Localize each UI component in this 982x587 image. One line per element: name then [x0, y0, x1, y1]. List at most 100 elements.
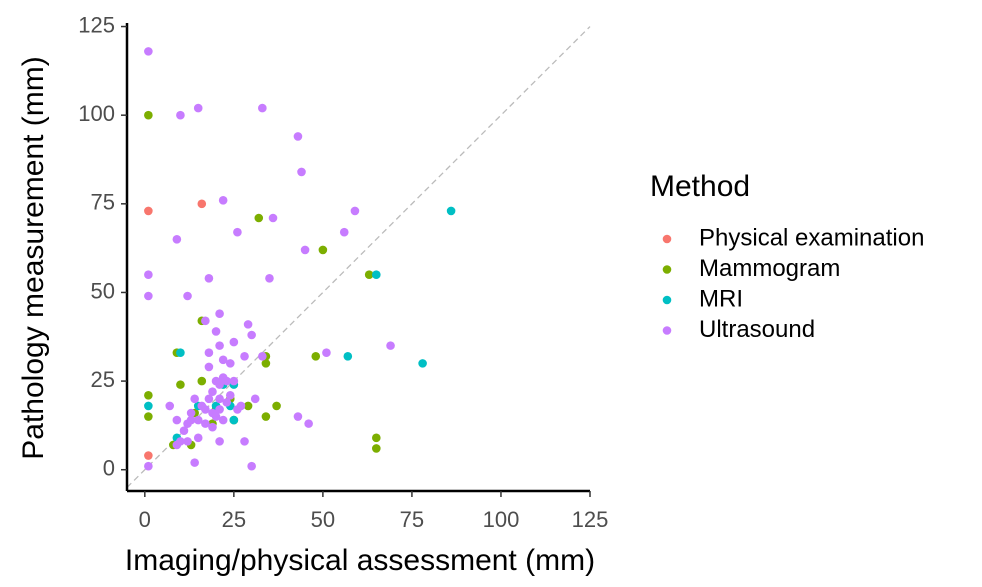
point — [265, 273, 274, 283]
point — [386, 341, 395, 350]
point — [176, 110, 185, 120]
y-tick-label: 100 — [78, 101, 115, 126]
legend-label: Physical examination — [699, 224, 924, 251]
point — [218, 355, 228, 365]
point — [193, 415, 203, 425]
point — [222, 398, 232, 407]
point — [418, 359, 427, 368]
y-axis-title: Pathology measurement (mm) — [17, 56, 50, 459]
point — [446, 206, 456, 216]
point — [247, 330, 256, 340]
point — [186, 408, 196, 418]
point — [293, 412, 303, 421]
legend-marker — [662, 265, 672, 274]
point — [183, 291, 192, 301]
point — [144, 270, 153, 280]
point — [172, 234, 182, 244]
x-tick-label: 25 — [222, 507, 246, 532]
point — [204, 394, 214, 404]
point — [218, 195, 228, 205]
y-tick-label: 25 — [91, 367, 115, 392]
point — [144, 291, 153, 301]
point — [322, 348, 331, 358]
point — [201, 419, 210, 428]
point — [250, 394, 260, 404]
point — [172, 415, 182, 425]
legend-marker — [662, 295, 672, 305]
y-tick-label: 50 — [91, 278, 115, 303]
point — [186, 415, 196, 425]
point — [144, 451, 153, 460]
point — [297, 167, 306, 177]
legend-title: Method — [650, 170, 750, 203]
y-tick-label: 125 — [78, 12, 115, 37]
x-tick-label: 50 — [311, 507, 335, 532]
point — [258, 103, 267, 113]
y-tick-label: 75 — [91, 190, 115, 215]
y-tick-label: 0 — [103, 456, 115, 481]
point — [144, 401, 153, 411]
point — [247, 461, 256, 471]
point — [172, 440, 182, 450]
point — [293, 132, 303, 141]
point — [229, 337, 239, 347]
point — [225, 359, 235, 368]
point — [211, 412, 221, 421]
point — [229, 415, 239, 425]
point — [364, 270, 374, 280]
point — [215, 380, 224, 389]
point — [215, 394, 224, 404]
point — [179, 426, 189, 436]
point — [197, 199, 207, 209]
point — [372, 433, 381, 443]
legend-marker — [662, 326, 672, 335]
legend-label: Ultrasound — [699, 316, 815, 343]
point — [204, 362, 214, 372]
point — [144, 206, 153, 216]
point — [243, 401, 253, 411]
point — [144, 461, 153, 471]
point — [208, 387, 217, 397]
point — [201, 316, 210, 326]
point — [183, 437, 192, 446]
point — [225, 390, 235, 400]
legend-label: MRI — [699, 285, 743, 312]
point — [215, 309, 224, 319]
point — [176, 380, 185, 389]
point — [318, 245, 328, 255]
x-tick-label: 75 — [400, 507, 424, 532]
point — [258, 351, 267, 361]
point — [204, 348, 214, 358]
point — [190, 458, 199, 467]
point — [190, 394, 199, 404]
point — [233, 405, 242, 414]
point — [343, 351, 353, 361]
point — [254, 213, 264, 223]
point — [261, 359, 271, 368]
point — [229, 376, 239, 386]
point — [144, 110, 153, 120]
point — [193, 433, 203, 443]
point — [261, 412, 271, 421]
point — [197, 376, 207, 386]
point — [243, 320, 253, 329]
point — [300, 245, 310, 255]
legend-marker — [662, 234, 672, 244]
x-tick-label: 100 — [483, 507, 520, 532]
x-tick-label: 0 — [139, 507, 151, 532]
point — [372, 270, 381, 280]
point — [240, 437, 249, 446]
point — [144, 390, 153, 400]
point — [350, 206, 360, 216]
point — [240, 351, 249, 361]
point — [215, 437, 224, 446]
point — [372, 444, 381, 453]
point — [144, 412, 153, 421]
point — [144, 47, 153, 56]
point — [311, 351, 321, 361]
point — [201, 405, 210, 414]
point — [165, 401, 175, 411]
point — [268, 213, 278, 223]
point — [211, 327, 221, 336]
